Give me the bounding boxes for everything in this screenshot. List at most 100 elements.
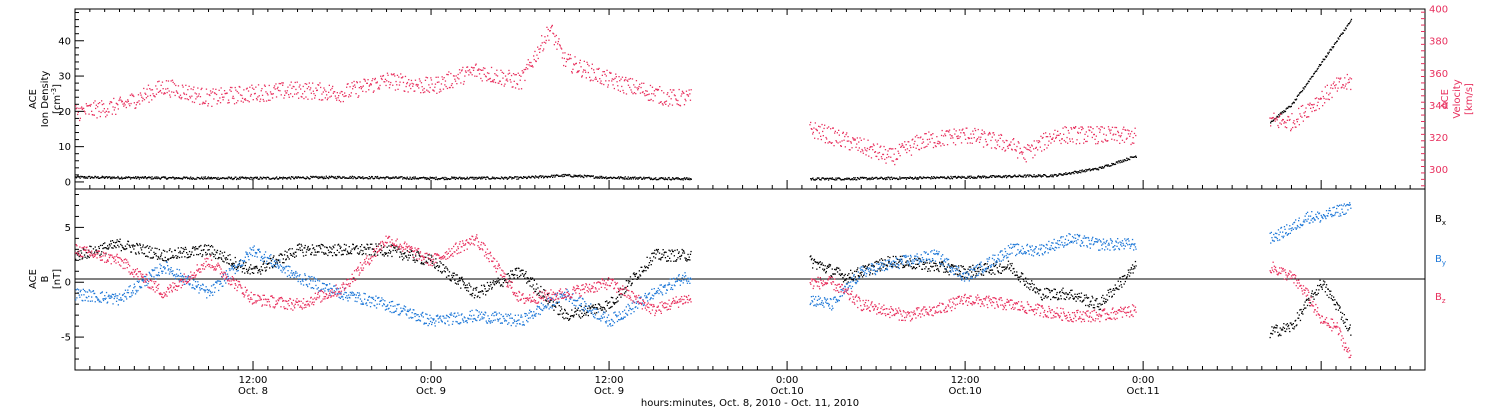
bx-series-point	[1109, 288, 1112, 290]
bx-series-point	[1071, 295, 1074, 297]
density-series-point	[271, 177, 273, 180]
density-series-point	[949, 178, 951, 180]
velocity-series-point	[926, 138, 929, 141]
velocity-series-point	[1062, 127, 1064, 129]
velocity-series-point	[584, 69, 586, 71]
by-series-point	[178, 279, 180, 281]
bx-series-point	[1280, 329, 1283, 331]
by-series-point	[197, 281, 199, 283]
velocity-series-point	[104, 111, 106, 114]
velocity-series-point	[1344, 77, 1346, 79]
density-series-point	[253, 178, 255, 180]
bx-series-point	[111, 240, 114, 242]
bx-series-point	[540, 285, 542, 288]
bx-series-point	[231, 264, 233, 266]
density-series-point	[820, 179, 822, 181]
bx-series-point	[655, 253, 657, 255]
bx-series-point	[512, 274, 515, 277]
velocity-series-point	[79, 117, 81, 119]
bx-series-point	[870, 269, 872, 271]
bx-series-point	[1047, 288, 1049, 290]
by-series-point	[189, 283, 191, 285]
velocity-series-point	[587, 63, 589, 65]
density-series-point	[115, 177, 117, 179]
density-series-point	[891, 178, 893, 180]
density-series-point	[451, 176, 453, 178]
by-series-point	[105, 291, 108, 294]
velocity-series-point	[917, 137, 919, 139]
velocity-series-point	[344, 95, 346, 97]
density-series-point	[1026, 174, 1028, 176]
velocity-series-point	[1287, 115, 1289, 118]
bx-series-point	[203, 245, 206, 247]
density-series-point	[270, 178, 272, 180]
bx-series-point	[942, 263, 944, 265]
bx-series-point	[1277, 331, 1279, 333]
velocity-series-point	[1088, 129, 1090, 131]
density-series-point	[1335, 42, 1337, 44]
bx-series-point	[1073, 298, 1075, 300]
by-series-point	[160, 265, 162, 267]
density-series-point	[597, 177, 600, 179]
bx-series-point	[857, 275, 859, 277]
bx-series-point	[481, 290, 483, 292]
density-series-point	[529, 177, 531, 179]
density-series-point	[622, 178, 624, 180]
velocity-series-point	[229, 86, 232, 89]
bx-series-point	[1273, 326, 1275, 328]
bx-series-point	[899, 255, 902, 258]
velocity-series-point	[689, 99, 692, 101]
velocity-series-point	[1085, 131, 1087, 133]
by-series-point	[199, 287, 201, 289]
by-series-point	[278, 266, 280, 268]
velocity-series-point	[217, 100, 220, 102]
velocity-series-point	[839, 141, 841, 143]
by-series-point	[86, 291, 89, 293]
bx-series-point	[503, 278, 505, 280]
density-series-point	[982, 175, 984, 177]
velocity-series-point	[888, 148, 891, 150]
density-series-point	[887, 176, 889, 178]
velocity-series-point	[194, 92, 196, 94]
density-series-point	[1312, 75, 1314, 77]
velocity-series-point	[855, 146, 857, 148]
bx-series-point	[932, 265, 934, 268]
bx-series-point	[831, 275, 833, 278]
velocity-series-point	[130, 102, 132, 105]
velocity-series-point	[245, 88, 248, 90]
density-series-point	[232, 178, 234, 181]
velocity-series-point	[476, 75, 478, 77]
bx-series-point	[283, 254, 286, 256]
velocity-series-point	[1018, 142, 1020, 144]
bx-series-point	[435, 265, 438, 268]
velocity-series-point	[383, 81, 385, 83]
by-series-point	[202, 283, 204, 285]
bx-series-point	[666, 260, 668, 262]
bx-series-point	[304, 244, 306, 247]
density-series-point	[948, 176, 950, 179]
density-series-point	[651, 178, 653, 180]
bx-series-point	[206, 245, 208, 247]
bx-series-point	[584, 312, 586, 315]
bx-series-point	[155, 255, 157, 257]
bx-series-point	[314, 251, 316, 253]
bx-series-point	[1073, 297, 1075, 299]
bx-series-point	[1330, 297, 1332, 299]
velocity-series-point	[1031, 145, 1033, 147]
density-series-point	[91, 176, 93, 178]
velocity-series-point	[171, 91, 173, 93]
by-series-point	[273, 260, 276, 263]
bx-series-point	[1008, 268, 1010, 270]
velocity-series-point	[420, 82, 423, 84]
velocity-series-point	[1089, 129, 1091, 132]
density-series-point	[655, 177, 657, 179]
density-series-point	[1042, 175, 1044, 177]
velocity-series-point	[75, 105, 77, 107]
density-series-point	[1305, 84, 1307, 86]
bx-series-point	[166, 251, 168, 253]
density-series-point	[92, 177, 95, 179]
velocity-series-point	[481, 80, 483, 82]
density-series-point	[282, 176, 284, 178]
density-series-point	[529, 176, 531, 178]
velocity-series-point	[557, 40, 559, 43]
